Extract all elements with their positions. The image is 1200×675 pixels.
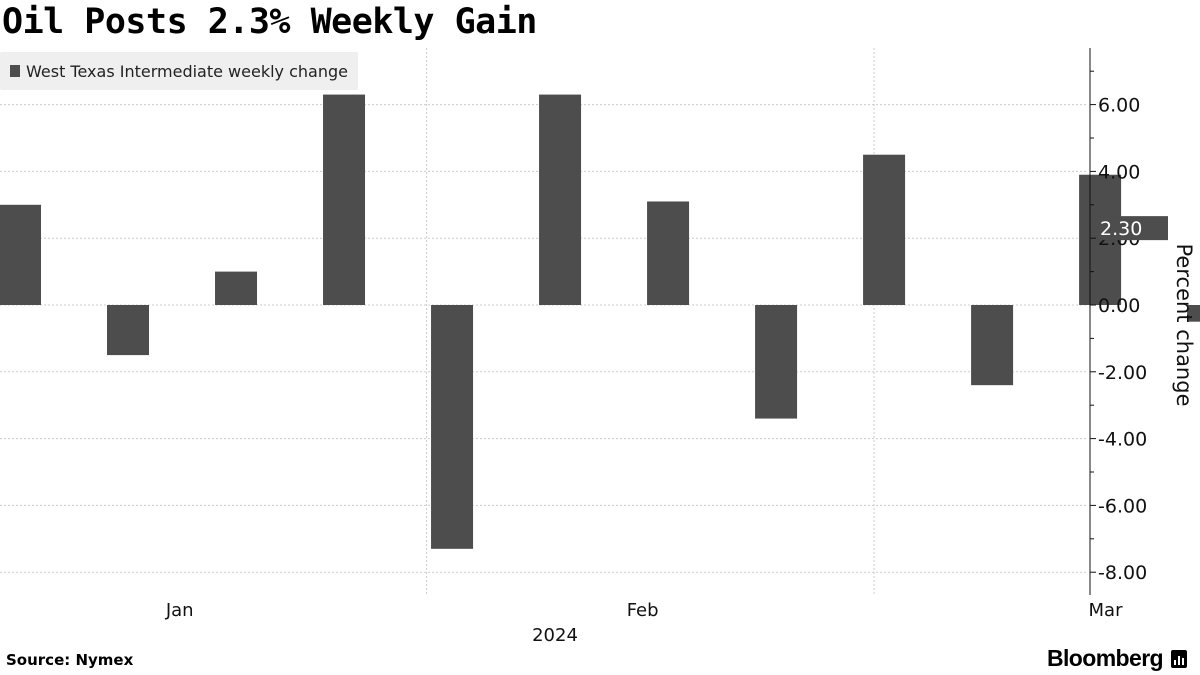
y-tick-label: -4.00 [1098,429,1147,451]
bar [0,204,41,305]
legend: West Texas Intermediate weekly change [0,52,358,90]
bar [431,305,474,549]
bar [539,94,582,305]
y-axis-label: Percent change [1172,244,1196,407]
y-tick-label: -2.00 [1098,362,1147,384]
bloomberg-bar-chart-icon [1171,649,1187,668]
y-axis: 6.004.002.000.00-2.00-4.00-6.00-8.00 [1089,48,1147,595]
brand-wordmark: Bloomberg [1047,645,1164,671]
bar [107,305,150,356]
bar [755,305,798,419]
bar [215,271,258,305]
y-tick-label: 6.00 [1098,95,1140,117]
y-tick-label: 0.00 [1098,295,1140,317]
bar [971,305,1014,386]
bar [647,201,690,305]
y-tick-label: -8.00 [1098,562,1147,584]
x-tick-label: Mar [1089,600,1124,621]
bar [1187,305,1200,322]
x-axis: JanFebMarAprMay2024 [165,600,1124,646]
chart-title: Oil Posts 2.3% Weekly Gain [2,2,537,42]
x-year-label: 2024 [532,625,578,646]
legend-swatch [10,65,20,77]
bar [323,94,366,305]
source-note: Source: Nymex [6,651,134,669]
vertical-gridlines [426,48,875,595]
last-value-callout: 2.30 [1092,216,1168,241]
bloomberg-logo: Bloomberg [1047,645,1187,672]
x-tick-label: Jan [165,600,194,621]
y-tick-label: -6.00 [1098,495,1147,517]
y-tick-label: 4.00 [1098,161,1140,183]
legend-label: West Texas Intermediate weekly change [26,61,348,81]
bar [863,154,906,305]
callout-box [1092,216,1168,241]
x-tick-label: Feb [627,600,659,621]
callout-value: 2.30 [1100,218,1142,240]
bar-series [0,94,1200,549]
